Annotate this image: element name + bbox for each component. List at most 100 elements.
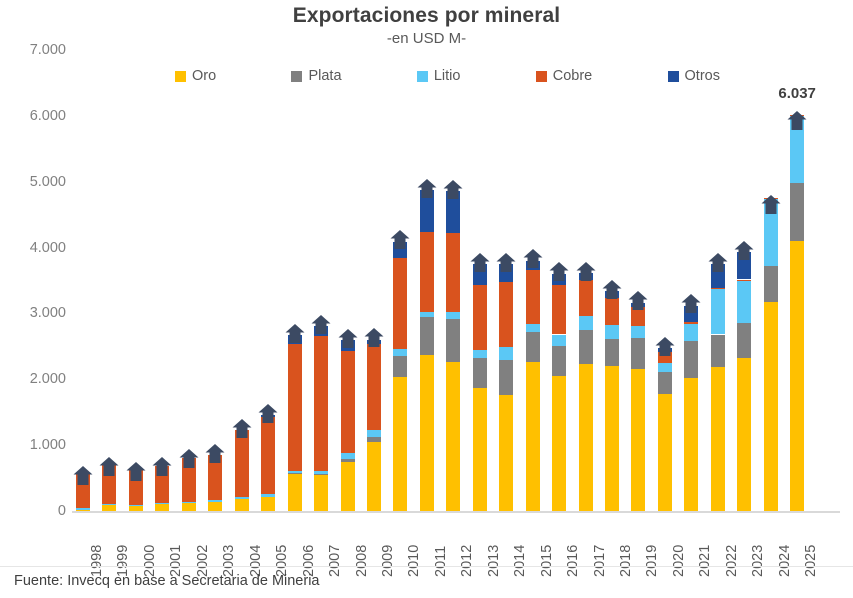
bar-segment-oro	[366, 441, 381, 511]
bar-segment-plata	[499, 359, 514, 396]
bar-segment-plata	[525, 331, 540, 363]
bar-segment-oro	[208, 502, 223, 511]
bar-2001[interactable]	[152, 0, 172, 598]
bar-segment-litio	[710, 288, 725, 335]
bar-segment-cobre	[393, 258, 408, 349]
bar-cap-arrow-icon	[388, 230, 412, 250]
bar-2017[interactable]	[576, 0, 596, 598]
x-tick-label-2022: 2022	[723, 544, 740, 577]
bar-segment-plata	[578, 329, 593, 365]
bar-2010[interactable]	[390, 0, 410, 598]
bar-segment-oro	[631, 369, 646, 511]
bar-segment-plata	[605, 338, 619, 366]
bar-2023[interactable]	[734, 0, 754, 598]
bar-2015[interactable]	[523, 0, 543, 598]
bar-2018[interactable]	[602, 0, 622, 598]
bar-segment-oro	[76, 510, 90, 512]
bar-segment-cobre	[710, 287, 725, 289]
bar-segment-plata	[314, 474, 329, 476]
bar-2011[interactable]	[417, 0, 437, 598]
bar-segment-plata	[631, 338, 646, 370]
bar-cap-arrow-icon	[362, 328, 386, 348]
bar-segment-litio	[446, 312, 461, 320]
x-axis-tick-labels: 1998 1999 2000 2001 2002 2003 2004 2005 2006 2007…	[89, 544, 819, 577]
bar-segment-plata	[763, 266, 778, 302]
x-tick-label-2010: 2010	[406, 544, 423, 577]
bar-2020[interactable]	[655, 0, 675, 598]
x-tick-label-2013: 2013	[485, 544, 502, 577]
bar-segment-plata	[366, 436, 381, 442]
bar-segment-oro	[737, 357, 752, 511]
bar-segment-oro	[340, 461, 355, 511]
bar-2005[interactable]	[258, 0, 278, 598]
bar-1999[interactable]	[99, 0, 119, 598]
bar-cap-arrow-icon	[283, 323, 307, 343]
x-tick-label-2005: 2005	[274, 544, 291, 577]
bar-2008[interactable]	[338, 0, 357, 598]
bar-segment-litio	[552, 334, 567, 347]
bar-segment-cobre	[366, 344, 381, 430]
bar-segment-plata	[393, 355, 408, 377]
bar-cap-arrow-icon	[759, 195, 783, 215]
bar-2003[interactable]	[205, 0, 225, 598]
bar-segment-oro	[684, 378, 699, 511]
bar-segment-oro	[552, 376, 567, 511]
bar-segment-litio	[684, 324, 699, 342]
bar-segment-cobre	[525, 270, 540, 324]
bar-cap-arrow-icon	[256, 403, 280, 423]
y-tick-label: 3.000	[29, 305, 66, 322]
bar-cap-arrow-icon	[97, 456, 121, 476]
legend-item-cobre[interactable]: Cobre	[535, 68, 592, 84]
legend-item-litio[interactable]: Litio	[416, 68, 460, 84]
bar-2007[interactable]	[311, 0, 331, 598]
bar-segment-cobre	[419, 231, 434, 312]
bar-segment-plata	[790, 182, 805, 242]
bar-segment-cobre	[631, 306, 646, 326]
bar-segment-oro	[578, 364, 593, 511]
bar-segment-litio	[340, 453, 355, 459]
legend-swatch-otros-icon	[667, 70, 679, 82]
x-tick-label-2024: 2024	[776, 544, 793, 577]
bar-2025[interactable]	[787, 0, 807, 598]
x-tick-label-2006: 2006	[300, 544, 317, 577]
x-tick-label-2021: 2021	[697, 544, 714, 577]
bar-cap-arrow-icon	[785, 111, 809, 131]
bar-2009[interactable]	[364, 0, 384, 598]
bar-2016[interactable]	[549, 0, 569, 598]
legend-item-oro[interactable]: Oro	[175, 68, 216, 84]
bar-cap-arrow-icon	[336, 328, 360, 348]
x-tick-label-2019: 2019	[644, 544, 661, 577]
bar-segment-oro	[393, 376, 408, 511]
bar-segment-oro	[605, 365, 619, 511]
legend-item-otros[interactable]: Otros	[667, 68, 720, 84]
bar-2019[interactable]	[628, 0, 648, 598]
x-tick-label-2003: 2003	[221, 544, 238, 577]
bar-segment-litio	[261, 493, 276, 498]
bar-2004[interactable]	[232, 0, 252, 598]
bar-2012[interactable]	[443, 0, 463, 598]
bar-2024[interactable]	[761, 0, 781, 598]
bar-segment-cobre	[340, 350, 355, 454]
x-tick-label-2017: 2017	[591, 544, 608, 577]
bar-2000[interactable]	[126, 0, 146, 598]
bar-2002[interactable]	[179, 0, 199, 598]
x-tick-label-2001: 2001	[168, 544, 185, 577]
bar-2006[interactable]	[285, 0, 305, 598]
bar-2014[interactable]	[496, 0, 516, 598]
legend-item-plata[interactable]: Plata	[291, 68, 342, 84]
bar-segment-oro	[472, 387, 487, 511]
legend-label: Otros	[684, 68, 720, 84]
x-tick-label-2014: 2014	[512, 544, 529, 577]
bar-segment-oro	[181, 503, 196, 511]
bar-2021[interactable]	[681, 0, 701, 598]
bar-segment-cobre	[208, 454, 223, 501]
x-tick-label-2000: 2000	[141, 544, 158, 577]
bar-2022[interactable]	[708, 0, 728, 598]
bar-1998[interactable]	[73, 0, 93, 598]
bar-2013[interactable]	[470, 0, 490, 598]
bar-segment-otros	[446, 191, 461, 233]
bar-segment-litio	[76, 508, 90, 511]
bar-segment-litio	[234, 496, 249, 500]
